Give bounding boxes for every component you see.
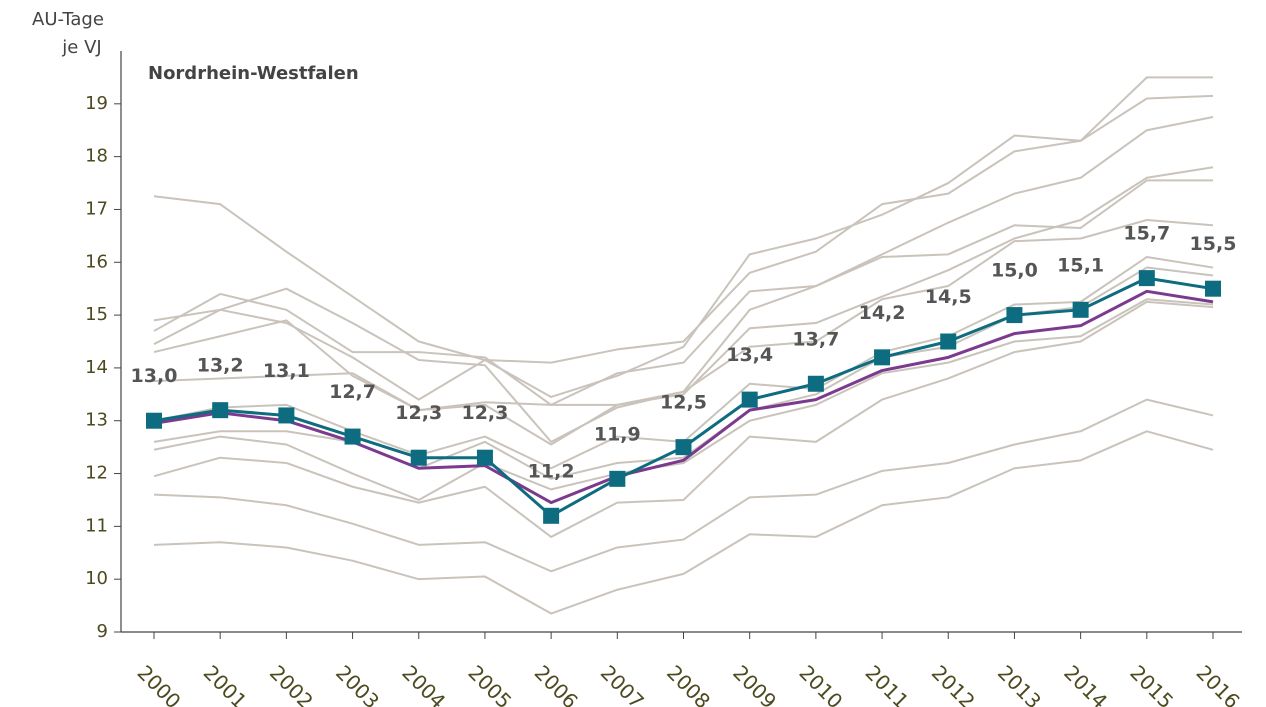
y-tick-label: 19 [85, 93, 108, 114]
y-axis-title: AU-Tage [32, 9, 104, 30]
x-tick-label: 2008 [662, 660, 715, 707]
x-tick-label: 2009 [728, 660, 781, 707]
y-tick-label: 9 [97, 621, 108, 642]
data-label: 12,3 [395, 402, 442, 424]
data-label: 13,7 [792, 328, 839, 350]
series-line [153, 398, 1214, 573]
point-marker [344, 428, 361, 445]
point-marker [1138, 270, 1155, 287]
y-tick-label: 10 [85, 568, 108, 589]
data-label: 11,2 [528, 460, 575, 482]
chart-title: Nordrhein-Westfalen [148, 63, 359, 84]
x-tick-label: 2010 [794, 660, 847, 707]
point-marker [675, 439, 692, 456]
x-tick-label: 2005 [464, 660, 517, 707]
y-tick-label: 18 [85, 146, 108, 167]
point-marker [1205, 280, 1221, 297]
x-tick-label: 2000 [133, 660, 186, 707]
data-label: 15,0 [991, 260, 1038, 282]
x-tick-label: 2012 [927, 660, 980, 707]
data-label: 15,5 [1190, 233, 1237, 255]
x-tick-label: 2013 [993, 660, 1046, 707]
series-line [153, 116, 1214, 406]
x-tick-label: 2014 [1059, 660, 1112, 707]
point-marker [476, 449, 493, 466]
point-marker [741, 391, 758, 408]
series-line [153, 94, 1214, 401]
point-marker [1006, 307, 1023, 324]
point-marker [807, 375, 824, 392]
data-label: 12,5 [660, 392, 707, 414]
point-marker [609, 470, 626, 487]
series-line [153, 219, 1214, 446]
point-marker [278, 407, 295, 424]
point-marker [940, 333, 957, 350]
y-axis-title: je VJ [61, 37, 101, 58]
x-tick-label: 2006 [530, 660, 583, 707]
series-line [153, 76, 1213, 398]
data-label: 14,2 [859, 302, 906, 324]
data-label: 13,2 [197, 355, 244, 377]
data-label: 11,9 [594, 423, 641, 445]
y-tick-label: 12 [85, 463, 108, 484]
point-marker [146, 412, 162, 429]
x-tick-label: 2001 [199, 660, 252, 707]
y-tick-label: 15 [85, 304, 108, 325]
series-line [153, 430, 1214, 615]
x-tick-label: 2011 [861, 660, 914, 707]
data-label: 12,7 [329, 381, 376, 403]
x-tick-label: 2003 [331, 660, 384, 707]
x-tick-label: 2015 [1125, 660, 1178, 707]
data-label: 13,4 [726, 344, 773, 366]
series-line [153, 298, 1214, 501]
y-tick-label: 14 [85, 357, 108, 378]
point-marker [410, 449, 427, 466]
data-label: 15,1 [1057, 254, 1104, 276]
series-line [153, 300, 1214, 538]
x-tick-label: 2004 [397, 660, 450, 707]
data-label: 13,1 [263, 360, 310, 382]
y-tick-label: 11 [85, 515, 108, 536]
point-marker [212, 402, 229, 419]
series-line [153, 289, 1214, 505]
point-marker [874, 349, 891, 366]
series-line [153, 166, 1214, 412]
data-label: 13,0 [131, 365, 178, 387]
point-marker [1072, 301, 1089, 318]
y-tick-label: 17 [85, 198, 108, 219]
x-tick-label: 2016 [1192, 660, 1245, 707]
y-tick-label: 13 [85, 410, 108, 431]
point-marker [543, 507, 560, 524]
data-label: 14,5 [925, 286, 972, 308]
x-tick-label: 2002 [265, 660, 318, 707]
y-tick-label: 16 [85, 251, 108, 272]
x-tick-label: 2007 [596, 660, 649, 707]
data-label: 12,3 [461, 402, 508, 424]
data-label: 15,7 [1123, 223, 1170, 245]
